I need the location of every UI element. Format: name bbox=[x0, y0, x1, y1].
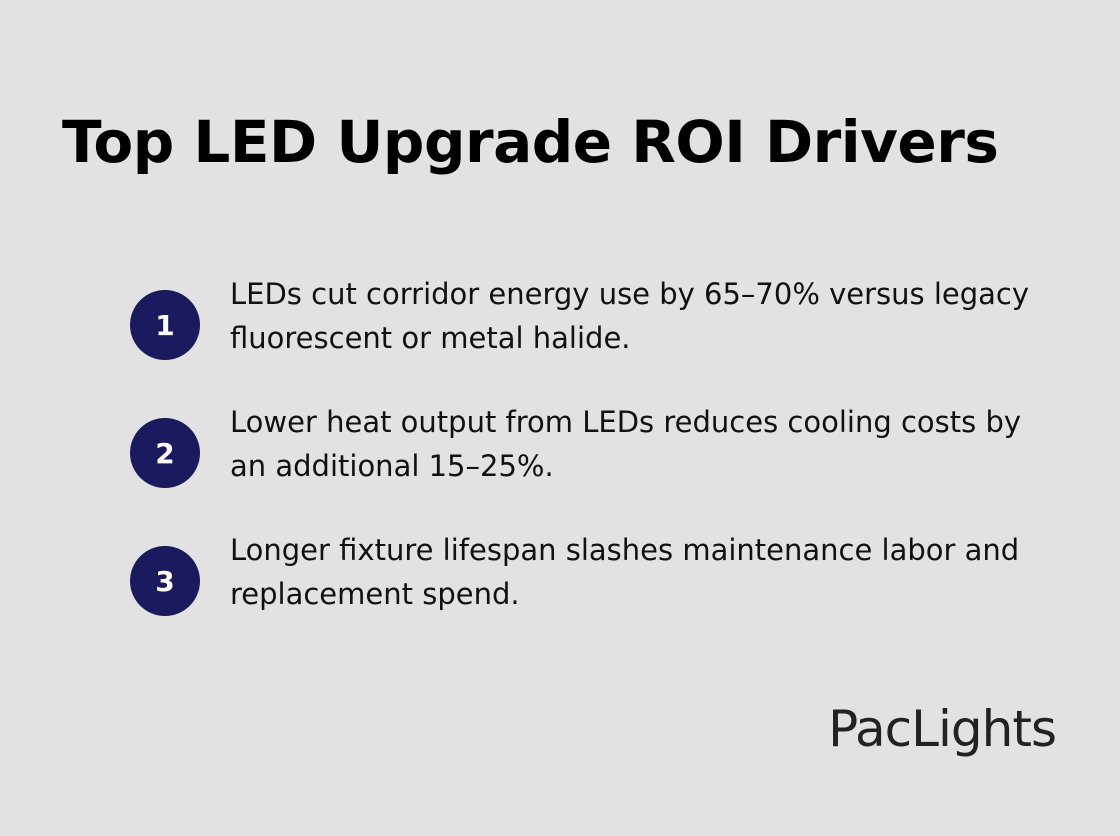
item-text: Lower heat output from LEDs reduces cool… bbox=[230, 405, 1022, 483]
item-text: Longer fixture lifespan slashes maintena… bbox=[230, 533, 1020, 611]
brand-logo: PacLights bbox=[828, 700, 1057, 758]
list-item: 2 Lower heat output from LEDs reduces co… bbox=[130, 405, 1060, 488]
list-item: 3 Longer fixture lifespan slashes mainte… bbox=[130, 533, 1060, 616]
list-item: 1 LEDs cut corridor energy use by 65–70%… bbox=[130, 277, 1060, 360]
number-badge: 1 bbox=[130, 290, 200, 360]
item-text: LEDs cut corridor energy use by 65–70% v… bbox=[230, 277, 1030, 355]
number-badge: 3 bbox=[130, 546, 200, 616]
number-badge: 2 bbox=[130, 418, 200, 488]
title: Top LED Upgrade ROI Drivers bbox=[62, 108, 999, 176]
